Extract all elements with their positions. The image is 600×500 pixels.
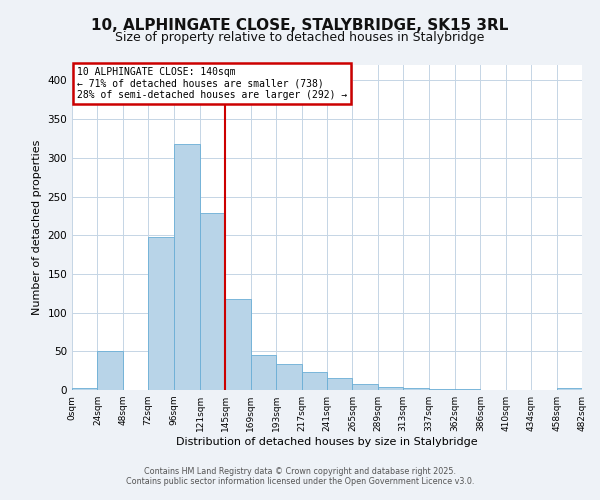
Bar [97, 352, 123, 390]
Bar [378, 387, 403, 390]
Bar [200, 213, 226, 390]
Bar [455, 389, 481, 390]
Text: 10 ALPHINGATE CLOSE: 140sqm
← 71% of detached houses are smaller (738)
28% of se: 10 ALPHINGATE CLOSE: 140sqm ← 71% of det… [77, 66, 347, 100]
Bar [226, 298, 251, 390]
X-axis label: Distribution of detached houses by size in Stalybridge: Distribution of detached houses by size … [176, 437, 478, 447]
Bar [251, 355, 276, 390]
Bar [276, 364, 302, 390]
Text: Contains HM Land Registry data © Crown copyright and database right 2025.: Contains HM Land Registry data © Crown c… [144, 467, 456, 476]
Bar [428, 389, 455, 390]
Y-axis label: Number of detached properties: Number of detached properties [32, 140, 42, 315]
Bar [148, 237, 173, 390]
Text: Contains public sector information licensed under the Open Government Licence v3: Contains public sector information licen… [126, 477, 474, 486]
Bar [327, 378, 352, 390]
Text: Size of property relative to detached houses in Stalybridge: Size of property relative to detached ho… [115, 31, 485, 44]
Bar [173, 144, 200, 390]
Bar [557, 388, 582, 390]
Bar [72, 388, 97, 390]
Bar [302, 372, 327, 390]
Text: 10, ALPHINGATE CLOSE, STALYBRIDGE, SK15 3RL: 10, ALPHINGATE CLOSE, STALYBRIDGE, SK15 … [91, 18, 509, 32]
Bar [352, 384, 378, 390]
Bar [403, 388, 428, 390]
